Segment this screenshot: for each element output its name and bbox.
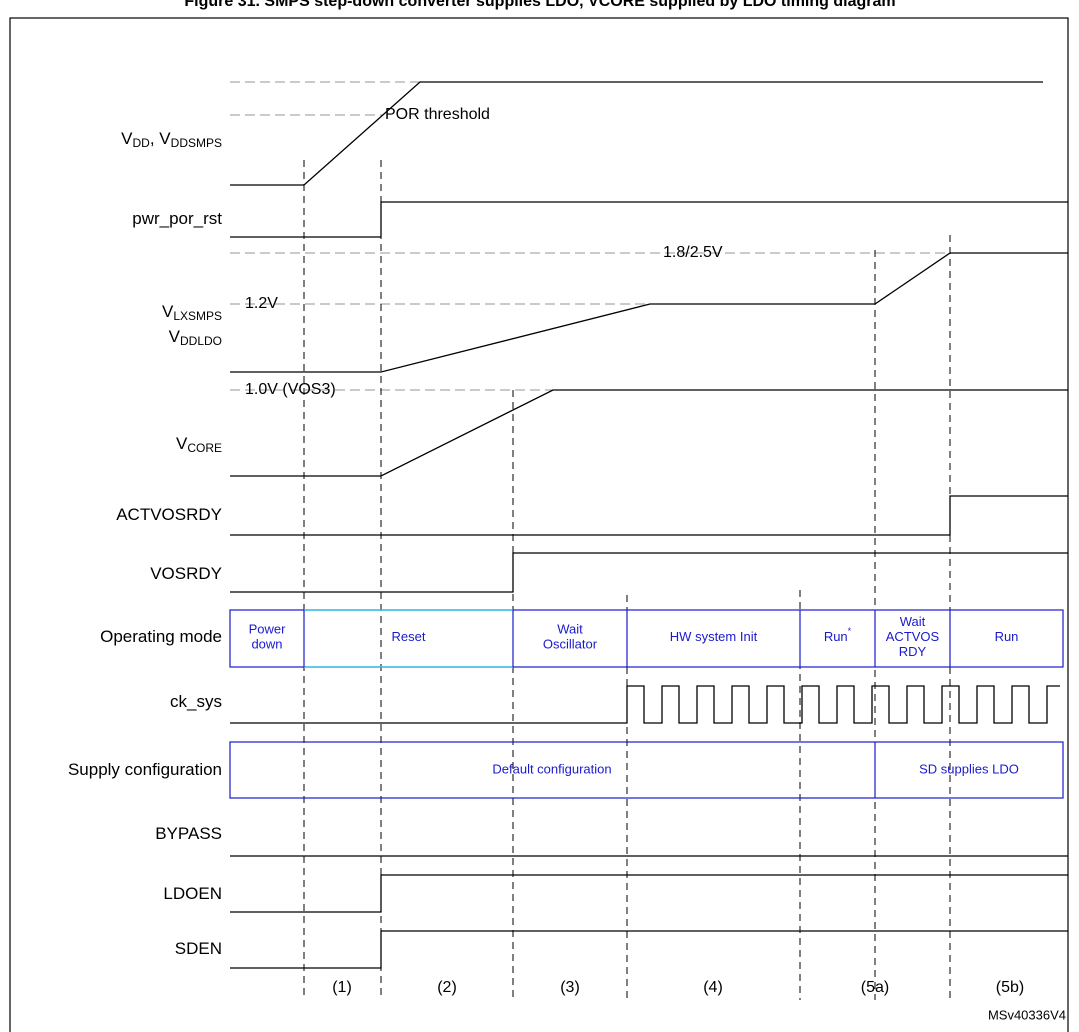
supply-default: Default configuration (492, 761, 611, 776)
subscript: LXSMPS (173, 309, 222, 323)
mode-line: Run (995, 629, 1019, 644)
signal-label: LDOEN (163, 884, 222, 903)
phase-label: (1) (332, 979, 352, 996)
mode-line: Wait (557, 622, 583, 637)
signal-label: VOSRDY (150, 564, 222, 583)
phase-label: (5a) (861, 979, 889, 996)
mode-label: Reset (392, 629, 426, 644)
subscript: DD (133, 136, 151, 150)
label-part: pwr_por_rst (132, 209, 222, 228)
subscript: DDLDO (180, 334, 222, 348)
mode-line: ACTVOS (886, 629, 940, 644)
phase-label: (3) (560, 979, 580, 996)
label-part: ck_sys (170, 692, 222, 711)
phase-label: (4) (703, 979, 723, 996)
signal-label: BYPASS (155, 824, 222, 843)
waveforms (230, 81, 1068, 969)
label-part: ACTVOSRDY (116, 505, 222, 524)
level-mid: 1.2V (245, 295, 278, 312)
mode-label: Run* (824, 626, 852, 644)
signal-label: pwr_por_rst (132, 209, 222, 228)
mode-label: HW system Init (670, 629, 758, 644)
phase-label: (5b) (996, 979, 1024, 996)
signal-label: Supply configuration (68, 760, 222, 779)
mode-line: Oscillator (543, 637, 598, 652)
mode-line: down (251, 637, 282, 652)
signal-label: VLXSMPS (162, 302, 222, 323)
mode-label: Wait Oscillator (543, 622, 598, 652)
title: Figure 31. SMPS step-down converter supp… (184, 0, 895, 10)
label-part: LDOEN (163, 884, 222, 903)
signal-label: Operating mode (100, 627, 222, 646)
guides (230, 81, 950, 391)
mode-line: Power (249, 622, 287, 637)
signal-label: VDDLDO (169, 327, 222, 348)
frame (9, 17, 1069, 1032)
mode-line: Run (824, 629, 848, 644)
label-part: BYPASS (155, 824, 222, 843)
subscript: CORE (187, 441, 222, 455)
mode-line: Reset (392, 629, 426, 644)
label-part: V (169, 327, 181, 346)
level-core: 1.0V (VOS3) (245, 381, 336, 398)
label-part: Supply configuration (68, 760, 222, 779)
superscript: * (848, 626, 852, 636)
mode-label: Run (995, 629, 1019, 644)
mode-line: HW system Init (670, 629, 758, 644)
supply-sd: SD supplies LDO (919, 761, 1019, 776)
label-part: , V (150, 129, 171, 148)
mode-line: Wait (900, 614, 926, 629)
code: MSv40336V4 (988, 1007, 1066, 1022)
label-part: VOSRDY (150, 564, 222, 583)
label-part: Operating mode (100, 627, 222, 646)
mode-boxes (229, 609, 1064, 799)
phase-lines (303, 160, 951, 1000)
phase-label: (2) (437, 979, 457, 996)
por-threshold: POR threshold (385, 106, 490, 123)
signal-label: ck_sys (170, 692, 222, 711)
subscript: DDSMPS (171, 136, 222, 150)
signal-label: VCORE (176, 434, 222, 455)
mode-label: Wait ACTVOS RDY (886, 614, 940, 659)
label-part: V (121, 129, 133, 148)
label-part: SDEN (175, 939, 222, 958)
level-high: 1.8/2.5V (663, 244, 723, 261)
signal-label: VDD, VDDSMPS (121, 129, 222, 150)
signal-label: ACTVOSRDY (116, 505, 222, 524)
signal-label: SDEN (175, 939, 222, 958)
mode-label: Power down (249, 622, 287, 652)
label-part: V (162, 302, 174, 321)
label-part: V (176, 434, 188, 453)
mode-line: RDY (899, 644, 927, 659)
